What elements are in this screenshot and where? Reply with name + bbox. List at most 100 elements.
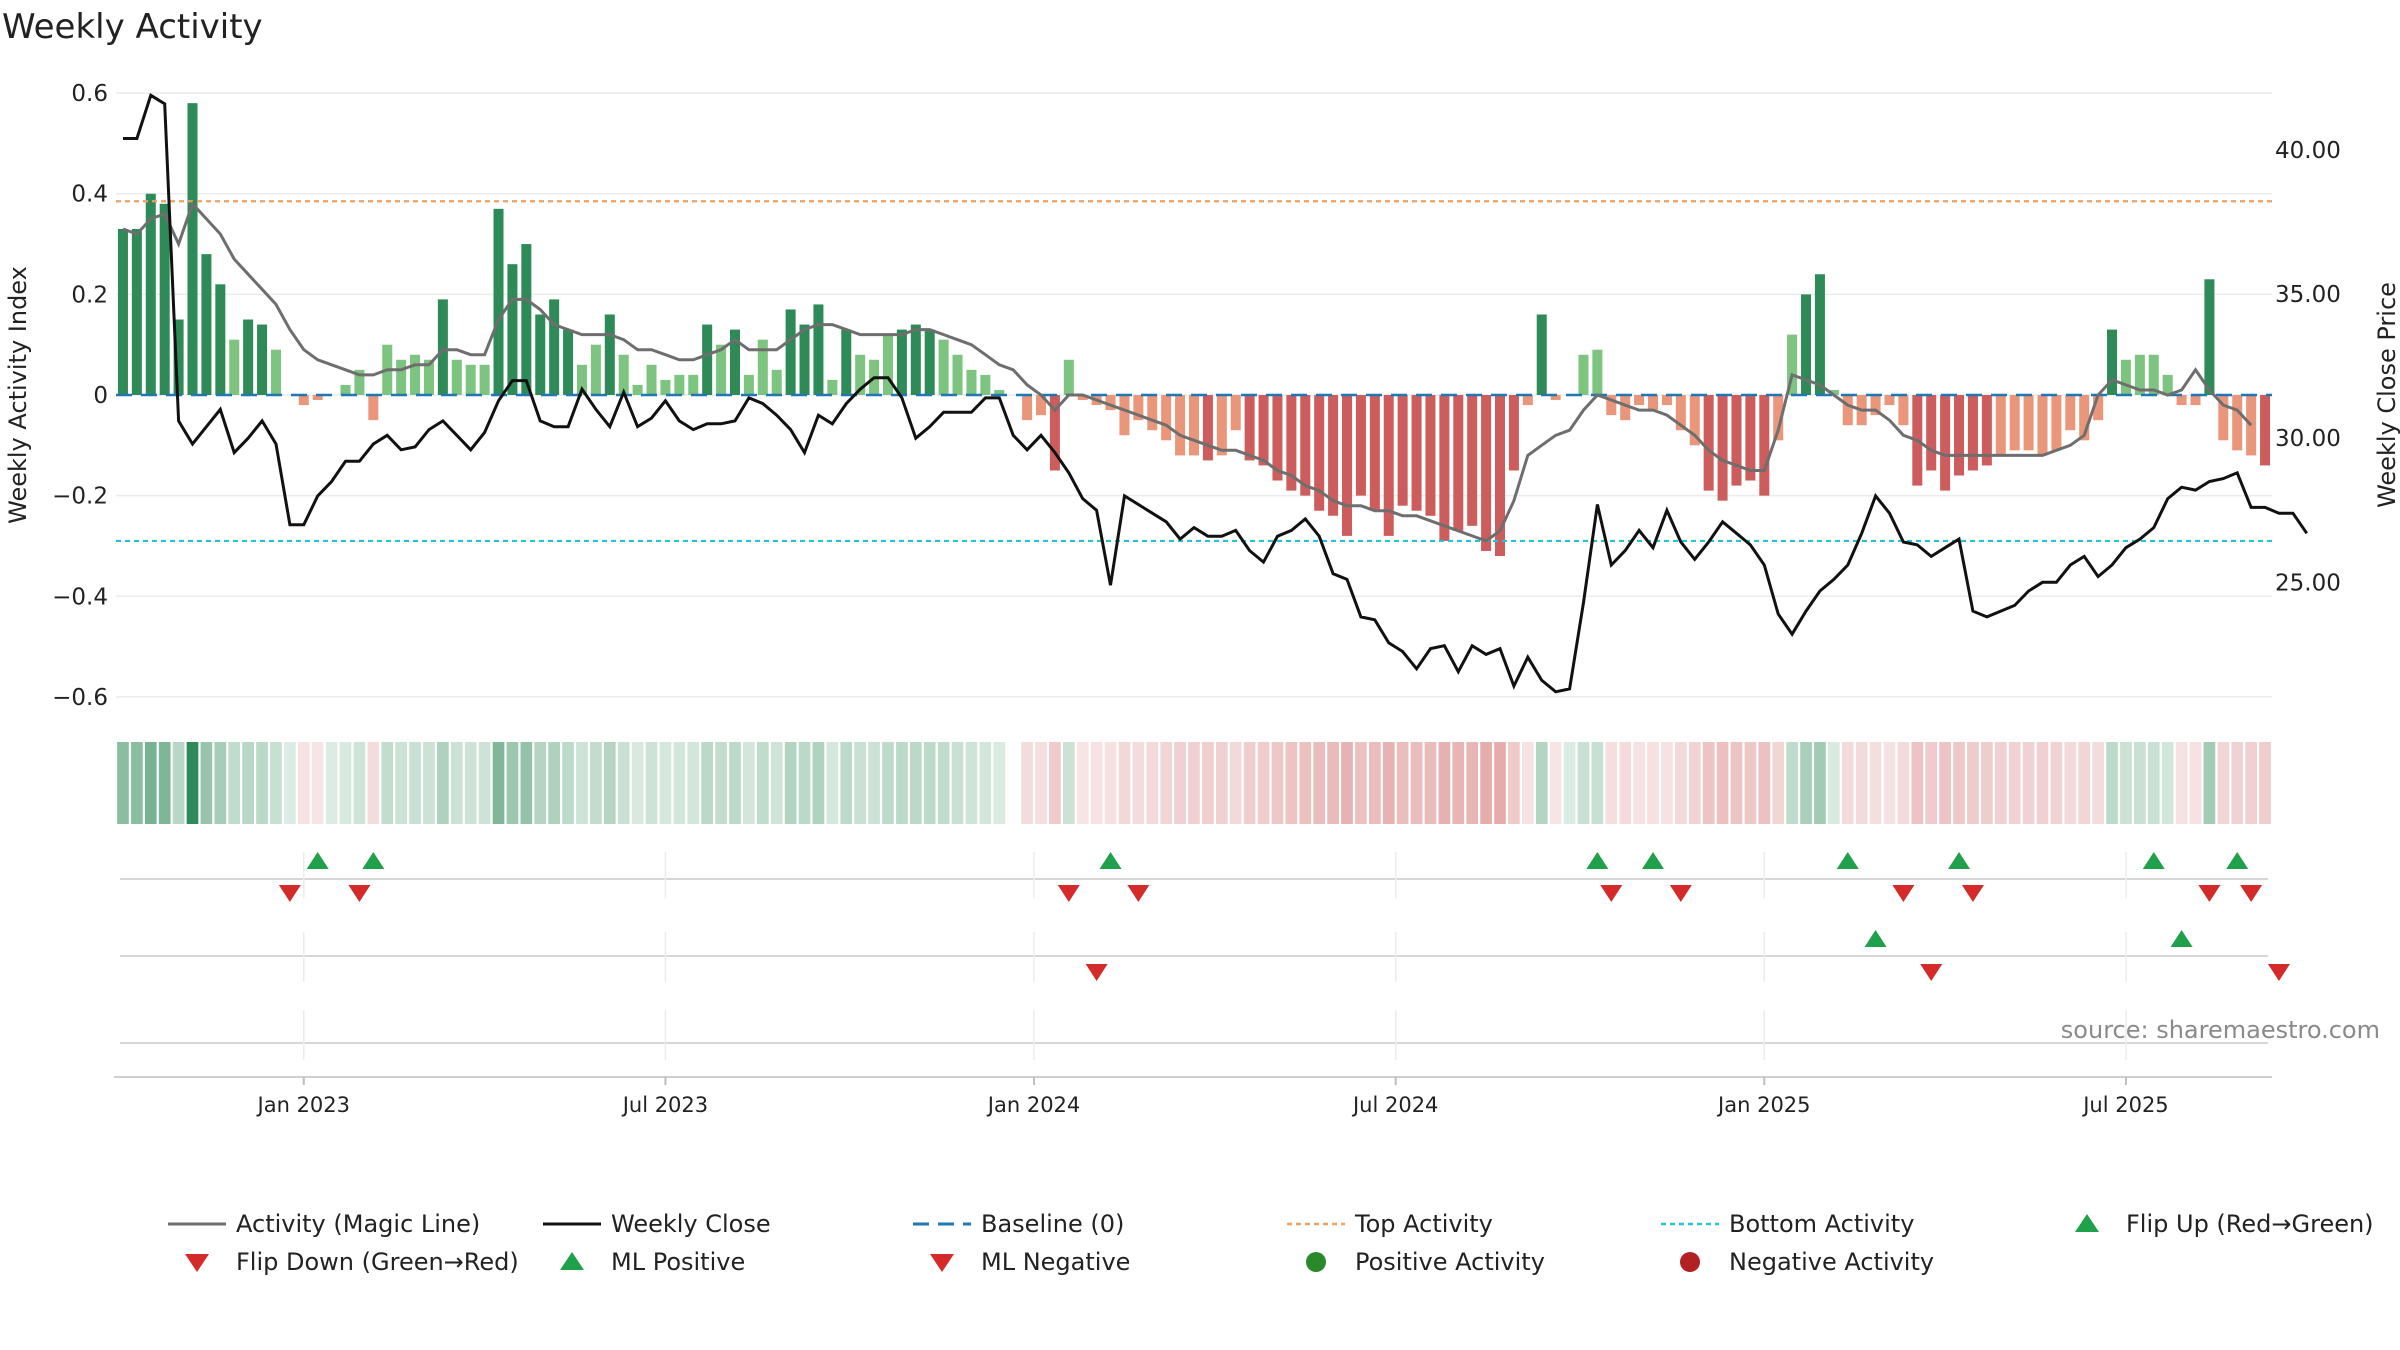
series-lines xyxy=(116,93,2309,694)
activity-bar xyxy=(1814,274,1825,395)
activity-bar xyxy=(1077,395,1088,401)
activity-bar xyxy=(1828,389,1839,395)
activity-bar xyxy=(131,228,142,395)
y2-axis-label: Weekly Close Price xyxy=(2373,282,2400,508)
flip-down-marker xyxy=(2240,885,2263,902)
strip-cell xyxy=(1716,742,1729,824)
activity-bar xyxy=(716,344,727,395)
strip-cell xyxy=(1647,742,1659,824)
ml-negative-marker xyxy=(1920,964,1943,981)
activity-bar xyxy=(1675,395,1686,431)
strip-cell xyxy=(979,742,992,824)
strip-cell xyxy=(2245,742,2257,824)
legend-label: ML Negative xyxy=(981,1248,1130,1276)
activity-bar xyxy=(1884,395,1895,406)
strip-cell xyxy=(687,742,700,824)
activity-bar xyxy=(882,334,893,395)
activity-bar xyxy=(1383,395,1394,536)
strip-cell xyxy=(1327,742,1339,824)
strip-cell xyxy=(1786,742,1798,824)
activity-bar xyxy=(841,329,852,395)
strip-cell xyxy=(1549,742,1562,824)
strip-cell xyxy=(409,742,421,824)
activity-bar xyxy=(938,339,949,395)
strip-cell xyxy=(1591,742,1604,824)
chart-title: Weekly Activity xyxy=(2,7,263,47)
y2-axis-ticks: 40.00 35.00 30.00 25.00 xyxy=(2275,138,2341,596)
flip-up-marker xyxy=(1099,852,1122,869)
strip-cell xyxy=(423,742,435,824)
strip-cell xyxy=(1355,742,1367,824)
strip-cell xyxy=(131,742,143,824)
activity-bar xyxy=(1216,395,1227,456)
strip-cell xyxy=(1563,742,1576,824)
activity-bar xyxy=(1550,395,1561,401)
source-credit: source: sharemaestro.com xyxy=(2061,1016,2380,1044)
strip-cell xyxy=(1313,742,1326,824)
activity-bar xyxy=(1745,395,1756,481)
activity-bar xyxy=(674,374,685,395)
activity-bar xyxy=(757,339,768,395)
activity-bar xyxy=(1717,395,1728,501)
activity-bar xyxy=(799,324,810,395)
activity-heat-strip xyxy=(117,742,2271,824)
strip-cell xyxy=(1535,742,1548,824)
strip-cell xyxy=(2092,742,2104,824)
strip-cell xyxy=(1633,742,1645,824)
activity-bar xyxy=(2093,395,2104,421)
strip-cell xyxy=(1661,742,1673,824)
y-tick-label: 0.2 xyxy=(71,282,108,308)
strip-cell xyxy=(854,742,867,824)
strip-cell xyxy=(743,742,755,824)
activity-bar xyxy=(1759,395,1770,496)
strip-cell xyxy=(2231,742,2244,824)
activity-bar xyxy=(2051,395,2062,451)
activity-bar xyxy=(1341,395,1353,536)
activity-bar xyxy=(1202,395,1213,461)
strip-cell xyxy=(1299,742,1312,824)
activity-bar xyxy=(437,299,448,395)
strip-cell xyxy=(937,742,950,824)
y-tick-label: −0.2 xyxy=(52,484,108,510)
activity-bar xyxy=(549,299,560,395)
x-tick-label: Jan 2023 xyxy=(256,1093,351,1117)
strip-cell xyxy=(1828,742,1840,824)
strip-cell xyxy=(1939,742,1951,824)
activity-bar xyxy=(1522,395,1533,406)
activity-bar xyxy=(1411,395,1422,511)
signal-rows xyxy=(120,852,2290,1060)
x-tick-label: Jul 2023 xyxy=(621,1093,708,1117)
legend-label: Negative Activity xyxy=(1729,1248,1934,1276)
activity-bar xyxy=(396,359,407,395)
strip-cell xyxy=(1869,742,1882,824)
strip-cell xyxy=(756,742,769,824)
strip-cell xyxy=(381,742,394,824)
strip-cell xyxy=(2078,742,2091,824)
strip-cell xyxy=(882,742,894,824)
activity-bar xyxy=(2134,354,2145,395)
strip-cell xyxy=(631,742,644,824)
strip-cell xyxy=(2050,742,2063,824)
activity-bar xyxy=(159,203,170,395)
legend-label: Baseline (0) xyxy=(981,1210,1124,1238)
strip-cell xyxy=(2036,742,2049,824)
strip-cell xyxy=(1480,742,1492,824)
strip-cell xyxy=(2008,742,2021,824)
ml-positive-marker xyxy=(2170,930,2193,947)
legend-label: Bottom Activity xyxy=(1729,1210,1914,1238)
activity-bar xyxy=(1258,395,1269,466)
activity-bar xyxy=(368,395,379,421)
strip-cell xyxy=(1257,742,1270,824)
activity-bar xyxy=(1606,395,1617,416)
activity-bar xyxy=(2148,354,2159,395)
strip-cell xyxy=(1188,742,1200,824)
activity-bar xyxy=(1592,349,1603,395)
strip-cell xyxy=(1243,742,1256,824)
y2-tick-label: 30.00 xyxy=(2275,426,2341,452)
activity-bar xyxy=(813,304,824,395)
strip-cell xyxy=(840,742,853,824)
strip-cell xyxy=(562,742,574,824)
activity-bar xyxy=(1355,395,1366,496)
flip-down-marker xyxy=(1669,885,1692,902)
